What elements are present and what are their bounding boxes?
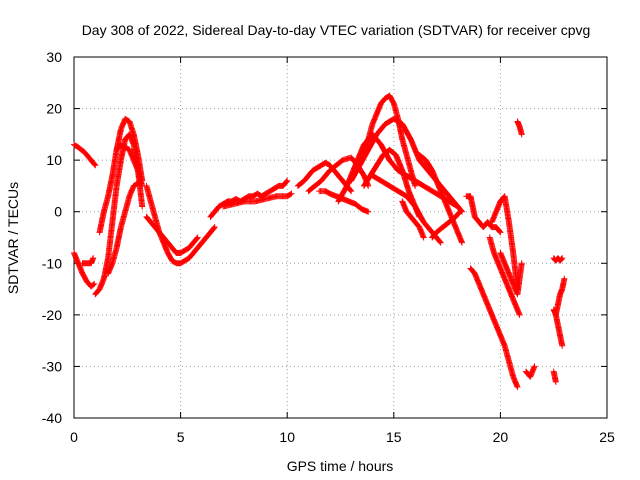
- y-tick-label: 30: [46, 49, 62, 65]
- series-track-z: [488, 193, 521, 293]
- series-track-w: [463, 193, 504, 236]
- series-track-a: [71, 141, 99, 169]
- data-point-markers: [497, 249, 525, 298]
- data-point-markers: [416, 151, 466, 246]
- series-track-c: [79, 255, 97, 267]
- data-point-markers: [143, 213, 201, 256]
- data-point-markers: [71, 141, 99, 169]
- data-point-markers: [550, 368, 559, 385]
- series-track-q: [356, 92, 419, 189]
- series-track-u: [416, 151, 466, 246]
- x-tick-label: 5: [177, 429, 185, 445]
- y-tick-label: 10: [46, 152, 62, 168]
- data-point-markers: [429, 208, 463, 241]
- data-point-markers: [550, 255, 566, 264]
- data-point-markers: [486, 234, 523, 318]
- data-point-markers: [463, 193, 504, 236]
- data-point-markers: [79, 255, 97, 267]
- series-track-i: [143, 213, 201, 256]
- axis-ticks: 0 5 10 15 20 25 -40 -30 -20 -10 0 10 20 30: [42, 49, 615, 445]
- data-point-markers: [522, 363, 538, 380]
- y-tick-label: -30: [42, 358, 62, 374]
- series-track-g: [113, 141, 146, 189]
- y-tick-label: 0: [54, 204, 62, 220]
- series-track-aa: [497, 249, 525, 298]
- data-point-markers: [467, 265, 521, 391]
- series-track-x: [467, 265, 521, 391]
- x-tick-label: 25: [599, 429, 615, 445]
- series-track-ab: [514, 118, 525, 138]
- chart-title: Day 308 of 2022, Sidereal Day-to-day VTE…: [82, 22, 591, 38]
- x-tick-label: 0: [70, 429, 78, 445]
- series-track-e: [96, 115, 146, 236]
- x-tick-label: 15: [386, 429, 402, 445]
- data-point-markers: [71, 249, 98, 290]
- y-tick-label: -10: [42, 255, 62, 271]
- x-tick-label: 20: [493, 429, 509, 445]
- data-point-markers: [399, 198, 427, 241]
- series-track-y: [486, 234, 523, 318]
- data-point-markers: [113, 141, 146, 189]
- data-point-markers: [96, 115, 146, 236]
- x-axis-label: GPS time / hours: [287, 458, 394, 474]
- y-tick-label: -40: [42, 410, 62, 426]
- series-track-t: [399, 198, 427, 241]
- x-tick-label: 10: [279, 429, 295, 445]
- series-track-af: [552, 275, 568, 318]
- series-track-ad: [550, 255, 566, 264]
- y-tick-label: 20: [46, 101, 62, 117]
- series-track-ac: [522, 363, 538, 380]
- data-point-markers: [514, 118, 525, 138]
- series-track-ag: [550, 368, 559, 385]
- data-point-markers: [488, 193, 521, 293]
- data-series: [71, 92, 568, 391]
- series-track-f: [105, 180, 141, 277]
- y-axis-label: SDTVAR / TECUs: [5, 182, 21, 294]
- data-point-markers: [220, 190, 295, 210]
- data-point-markers: [105, 180, 141, 277]
- y-tick-label: -20: [42, 307, 62, 323]
- series-track-k: [220, 190, 295, 210]
- data-point-markers: [552, 275, 568, 318]
- grid-lines: [74, 57, 607, 418]
- series-track-v: [429, 208, 463, 241]
- series-track-b: [71, 249, 98, 290]
- plot-frame: [73, 56, 608, 419]
- data-point-markers: [356, 92, 419, 189]
